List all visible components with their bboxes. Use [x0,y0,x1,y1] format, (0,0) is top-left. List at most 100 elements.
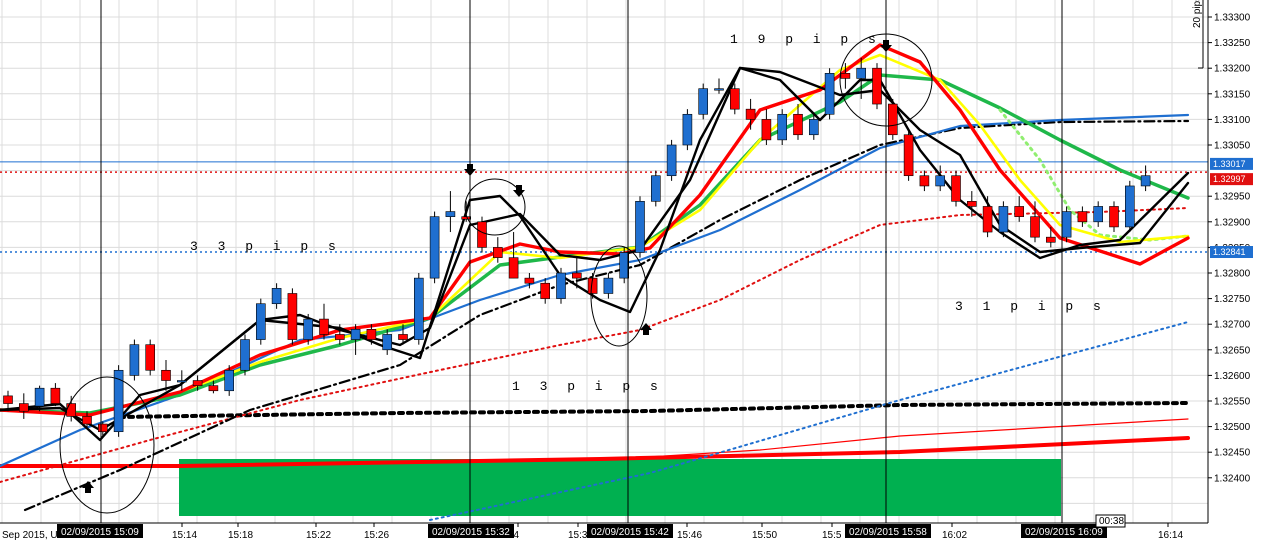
candle [287,288,298,345]
price-tick-label: 1.32550 [1214,397,1251,408]
candle-body [224,369,234,392]
black-dotted-sma [118,401,1190,419]
candle [714,78,724,94]
candle-body [1061,211,1072,238]
red-sma-thin [599,418,1189,461]
candle-body [1030,216,1040,238]
time-label-box [587,524,673,538]
candle [808,114,819,140]
candle [982,196,993,238]
highlight-box-layer [179,459,1061,516]
candle [350,324,361,355]
candle [951,170,961,207]
candle [650,170,661,207]
price-tick-label: 1.33050 [1214,141,1251,152]
price-tick-label: 1.32900 [1214,217,1251,228]
candle [177,370,187,391]
blue-dotted-trend [429,321,1189,521]
candle-body [571,272,582,279]
candle [18,393,29,419]
black-dashed-ma [23,119,1190,512]
candle [824,68,835,120]
scale-bar-label: 20 pips [1192,0,1203,28]
price-tick-label: 1.32450 [1214,448,1251,459]
candle [50,383,61,407]
candle [255,298,266,345]
price-tick-label: 1.32700 [1214,320,1251,331]
time-label-box [57,524,143,538]
black-faster-ma [0,66,1190,442]
candle-body [824,73,835,115]
candle [698,83,709,120]
candle [603,273,614,299]
countdown-box [1095,514,1126,528]
candle [761,109,772,145]
red-dotted-ma [0,207,1189,483]
time-tick-label: 16:14 [1158,530,1183,541]
yellow-ma [0,53,1190,417]
candle-body [34,387,45,407]
candle [492,237,503,263]
time-tick-label: 15:5 [822,530,842,541]
candle [729,83,740,115]
candle-body [129,344,140,376]
candle-body [1014,206,1025,217]
candle-body [177,380,187,383]
arrow-up-icon [640,323,652,335]
candle-body [1125,185,1135,228]
time-label-box [1021,524,1107,538]
candle-body [540,282,551,299]
price-tick-label: 1.32750 [1214,294,1251,305]
candle [413,273,424,345]
candle-body [714,88,724,91]
candle-body [208,385,219,392]
circle-annotation [590,245,648,347]
candle-body [761,119,772,141]
time-axis-start-label: Sep 2015, U [2,530,58,541]
candle-body [398,334,408,340]
price-axis-panel [1208,0,1263,544]
price-tick-label: 1.32500 [1214,422,1251,433]
candle [477,216,487,253]
circle-annotation [464,178,526,236]
candle [240,334,250,376]
annotation-19-pips: 1 9 p i p s [730,32,882,47]
candle-body [729,88,740,110]
price-tick-label: 1.33250 [1214,38,1251,49]
candle [208,380,219,394]
candle-body [161,369,171,381]
candle-body [951,175,961,202]
candle-body [445,211,456,217]
candle-body [856,67,867,79]
candle [98,421,108,437]
time-tick-label: 15:50 [752,530,777,541]
candle-body [1093,206,1103,223]
price-tick-label: 1.32950 [1214,192,1251,203]
time-label-box [845,524,931,538]
candle [192,375,203,391]
candle-body [319,318,329,335]
candle [1014,196,1025,222]
time-tick-label: 15:26 [364,530,389,541]
red-sma-thick [0,436,1190,468]
arrow-up-icon [82,481,94,493]
time-label-text: 02/09/2015 16:09 [1025,527,1103,538]
price-label-text: 1.32841 [1213,247,1246,257]
time-tick-label: 15:22 [306,530,331,541]
time-label-text: 02/09/2015 15:58 [849,527,927,538]
candle [113,365,124,437]
candle [935,165,946,192]
candle-body [18,403,29,412]
time-label-text: 02/09/2015 15:32 [432,527,510,538]
candle [919,170,930,192]
candle [793,104,803,140]
candle [1109,201,1119,233]
candle-body [650,175,661,202]
candle-body [303,318,314,340]
candle [366,324,377,345]
price-tick-label: 1.32400 [1214,473,1251,484]
candle [82,411,92,430]
candle-body [382,334,393,351]
